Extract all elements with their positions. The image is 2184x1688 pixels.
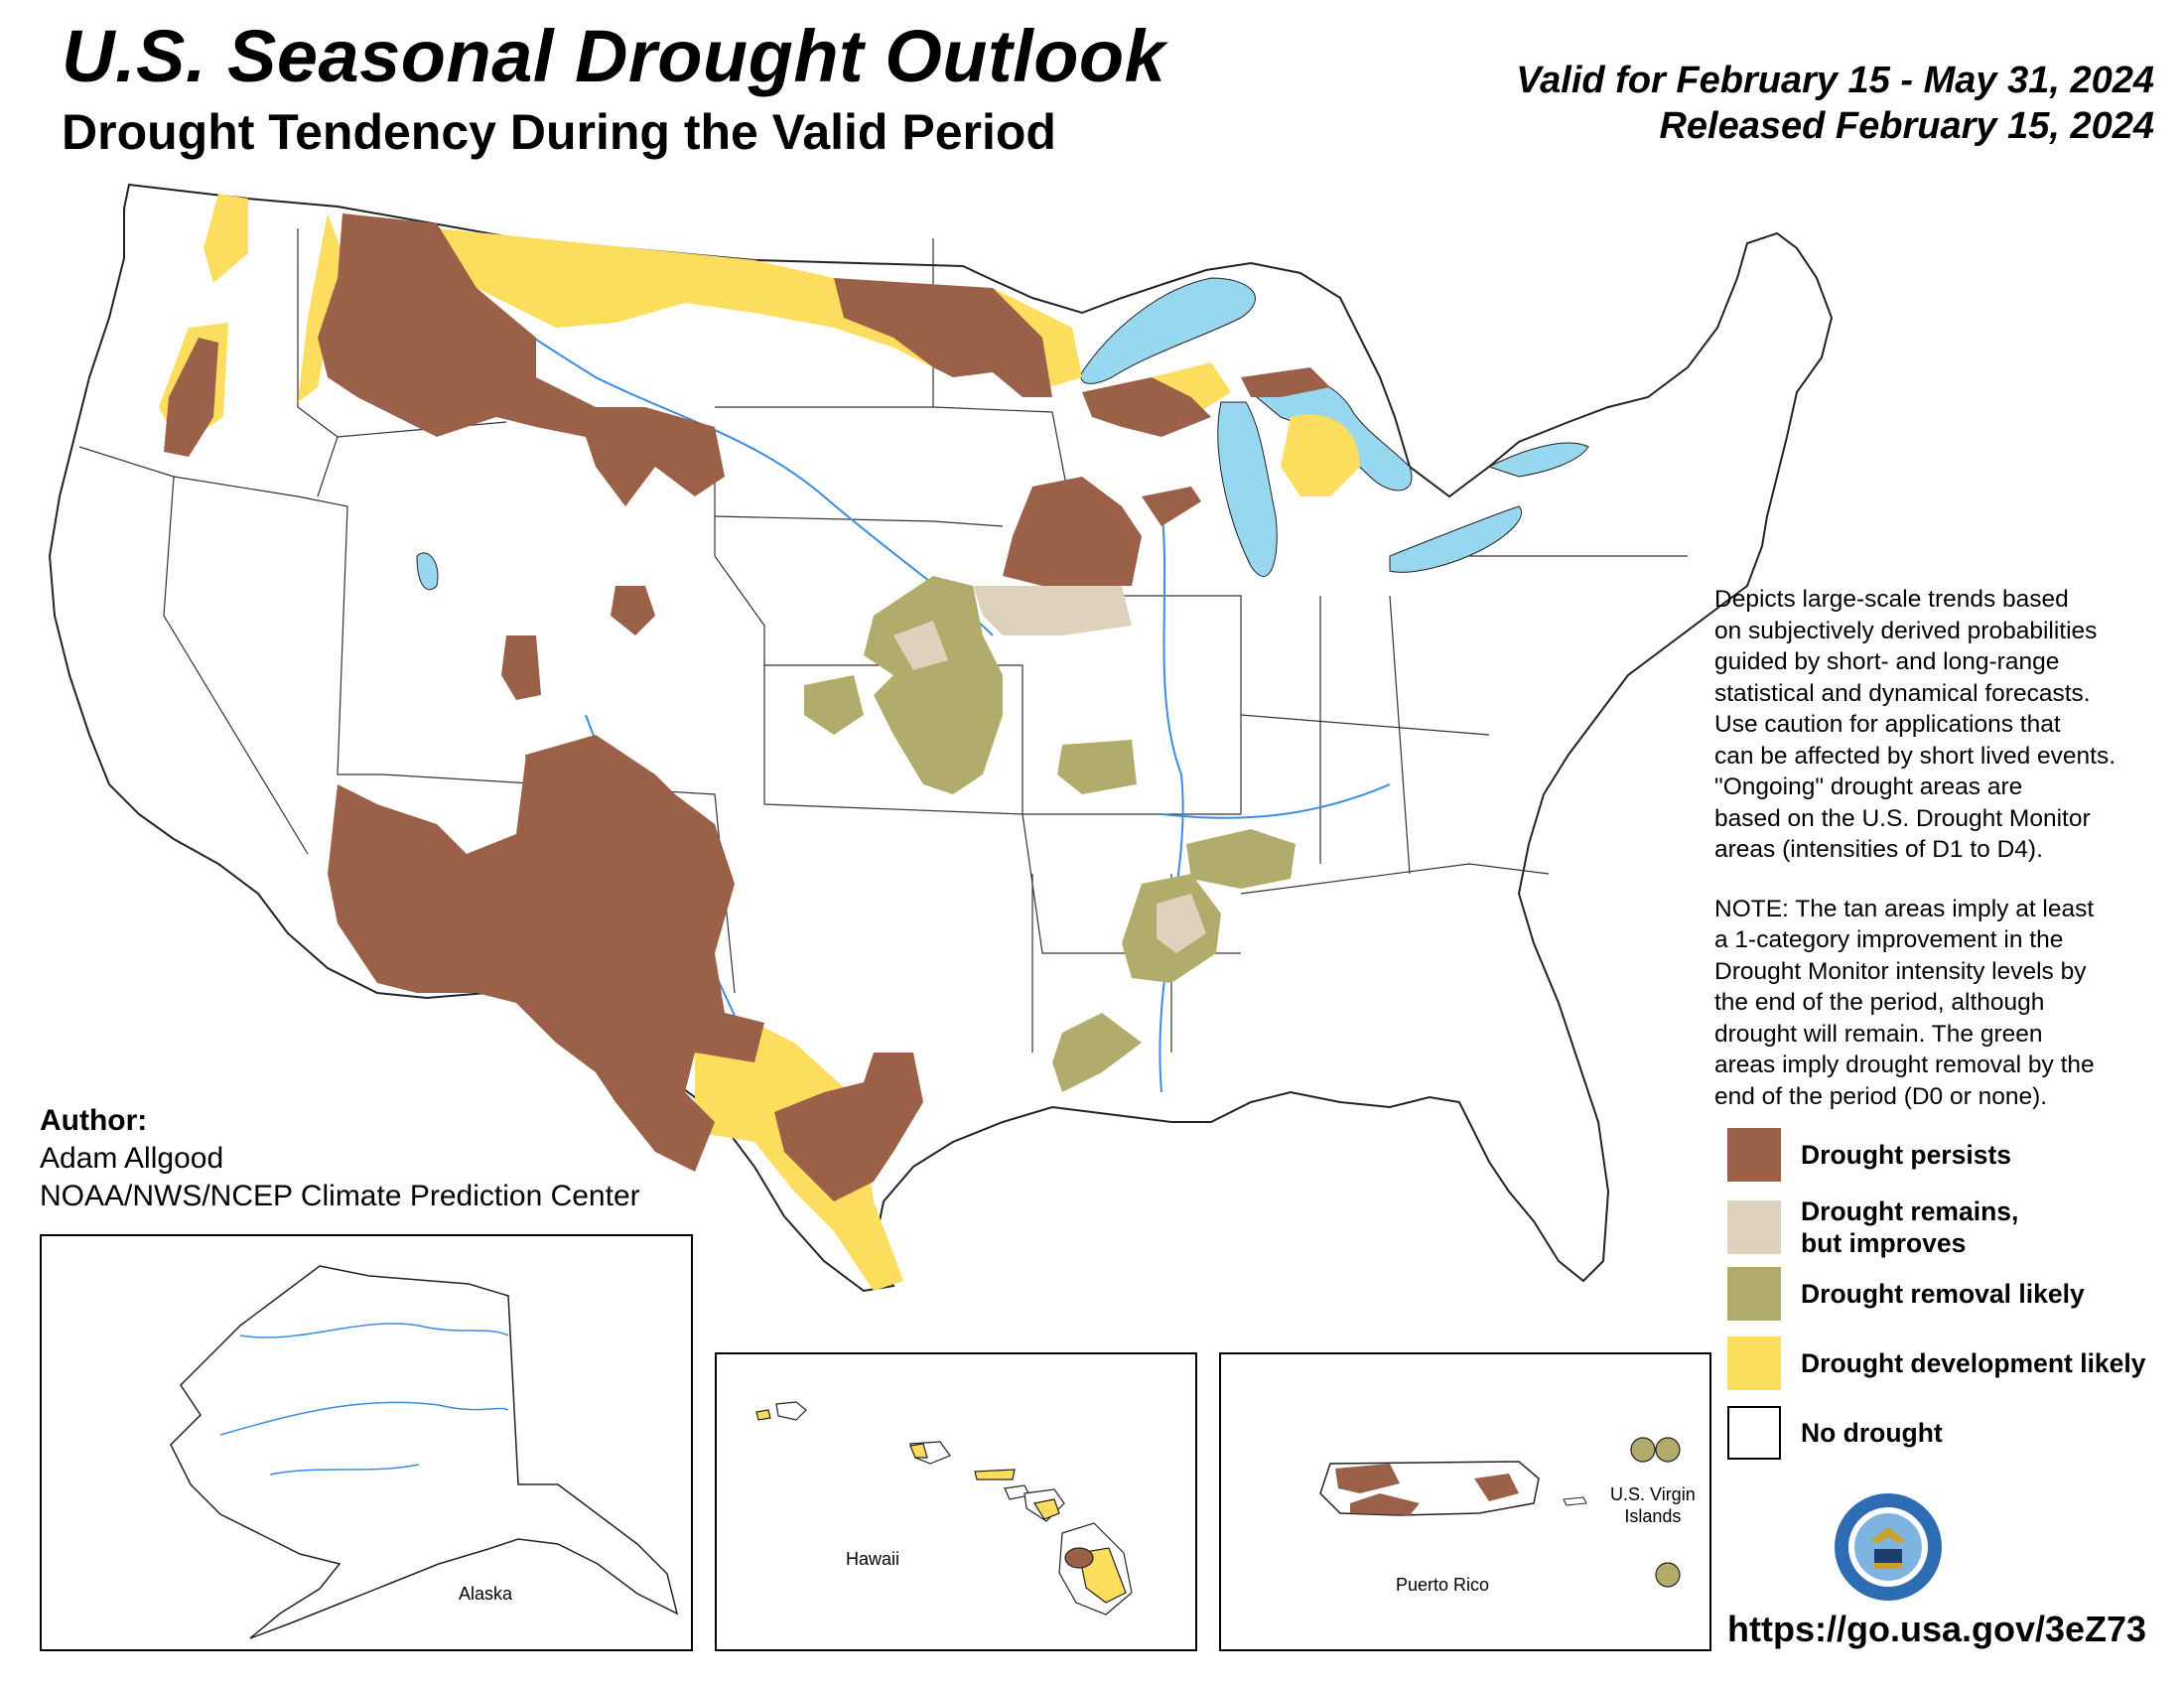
legend-item-improves: Drought remains, but improves [1727, 1196, 2018, 1259]
alaska-map [170, 1265, 679, 1639]
hawaii-inset: Hawaii [715, 1352, 1197, 1651]
usvi-label-line2: Islands [1624, 1506, 1682, 1526]
usvi-st-john [1655, 1437, 1681, 1463]
legend-swatch-persists [1727, 1128, 1781, 1182]
persists-north [834, 278, 1052, 397]
usvi-st-thomas [1630, 1437, 1656, 1463]
legend-swatch-removal [1727, 1267, 1781, 1321]
alaska-label: Alaska [459, 1584, 513, 1604]
usvi-label: U.S. Virgin Islands [1610, 1483, 1696, 1527]
author-heading: Author: [40, 1104, 148, 1137]
persists-idaho-montana [318, 213, 725, 506]
persists-iowa-minnesota [1003, 477, 1201, 586]
legend-swatch-development [1727, 1336, 1781, 1390]
removal-nebraska-iowa [864, 576, 1003, 794]
map-title: U.S. Seasonal Drought Outlook [62, 15, 1166, 97]
legend-item-none: No drought [1727, 1406, 1943, 1460]
department-of-commerce-seal-icon [1835, 1493, 1942, 1601]
release-date: Released February 15, 2024 [1659, 105, 2154, 147]
removal-missouri [1057, 740, 1137, 794]
usvi-st-croix [1655, 1562, 1681, 1588]
description-paragraph-1: Depicts large-scale trends based on subj… [1714, 586, 2116, 863]
legend-label-development: Drought development likely [1801, 1348, 2146, 1378]
persists-texas-central [774, 1053, 923, 1201]
improves-iowa [973, 586, 1132, 635]
legend-label-none: No drought [1801, 1418, 1943, 1448]
hawaii-label: Hawaii [846, 1549, 900, 1569]
legend-item-removal: Drought removal likely [1727, 1267, 2085, 1321]
development-michigan-north [1152, 362, 1360, 496]
valid-period: Valid for February 15 - May 31, 2024 [1516, 60, 2154, 101]
legend-swatch-improves [1727, 1200, 1781, 1254]
legend-label-improves: Drought remains, but improves [1801, 1196, 2019, 1258]
puerto-rico-label: Puerto Rico [1396, 1575, 1490, 1595]
author-organization: NOAA/NWS/NCEP Climate Prediction Center [40, 1180, 640, 1212]
author-block: Author: Adam Allgood NOAA/NWS/NCEP Clima… [40, 1102, 640, 1215]
persists-wisconsin [1082, 367, 1330, 437]
persists-southwest [328, 735, 764, 1172]
valid-dates: Valid for February 15 - May 31, 2024 Rel… [1516, 58, 2154, 149]
legend-item-persists: Drought persists [1727, 1128, 2011, 1182]
description-text: Depicts large-scale trends based on subj… [1714, 584, 2171, 1140]
puerto-rico-map [1319, 1437, 1681, 1588]
drought-areas [159, 194, 1360, 1291]
description-note: NOTE: The tan areas imply at least a 1-c… [1714, 895, 2095, 1110]
legend-label-persists: Drought persists [1801, 1140, 2012, 1170]
map-subtitle: Drought Tendency During the Valid Period [62, 104, 1056, 160]
removal-kansas [804, 675, 864, 735]
outlook-url-link[interactable]: https://go.usa.gov/3eZ73 [1727, 1609, 2147, 1649]
improves-nebraska [893, 621, 948, 670]
alaska-inset: Alaska [40, 1234, 693, 1651]
persists-colorado [501, 586, 655, 700]
hawaii-map [755, 1401, 1133, 1616]
persists-oregon [164, 338, 218, 457]
removal-tennessee [1186, 829, 1296, 889]
legend-label-removal: Drought removal likely [1801, 1279, 2085, 1309]
great-lakes [416, 277, 1589, 591]
legend-swatch-none [1727, 1406, 1781, 1460]
usvi-label-line1: U.S. Virgin [1610, 1484, 1696, 1504]
removal-louisiana [1052, 1013, 1142, 1092]
improves-mississippi [1157, 894, 1206, 953]
author-name: Adam Allgood [40, 1142, 224, 1175]
legend-item-development: Drought development likely [1727, 1336, 2146, 1390]
puerto-rico-inset: Puerto Rico U.S. Virgin Islands [1219, 1352, 1711, 1651]
